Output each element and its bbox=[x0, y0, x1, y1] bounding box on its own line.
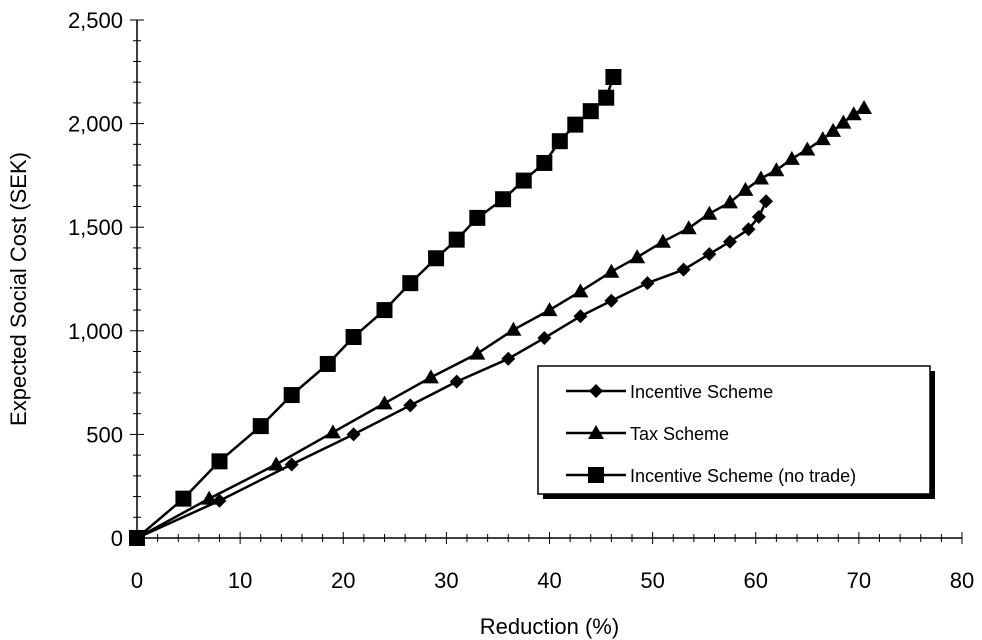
data-point bbox=[515, 172, 532, 189]
data-point bbox=[845, 106, 862, 121]
data-point bbox=[572, 283, 589, 298]
data-point bbox=[469, 209, 486, 226]
y-tick-label: 500 bbox=[86, 422, 123, 447]
y-axis-title: Expected Social Cost (SEK) bbox=[6, 152, 31, 426]
data-point bbox=[605, 68, 622, 85]
y-tick-label: 1,500 bbox=[68, 215, 123, 240]
data-point bbox=[283, 387, 300, 404]
x-tick-label: 20 bbox=[331, 568, 355, 593]
data-point bbox=[702, 247, 717, 262]
data-point bbox=[449, 374, 464, 389]
data-point bbox=[551, 133, 568, 150]
data-point bbox=[422, 369, 439, 384]
data-point bbox=[201, 490, 218, 505]
series-layer bbox=[129, 68, 873, 546]
data-point bbox=[680, 220, 697, 235]
x-axis-title: Reduction (%) bbox=[480, 614, 619, 639]
data-point bbox=[402, 275, 419, 292]
data-point bbox=[324, 424, 341, 439]
data-point bbox=[825, 122, 842, 137]
y-tick-label: 2,000 bbox=[68, 112, 123, 137]
data-point bbox=[403, 398, 418, 413]
data-point bbox=[346, 427, 361, 442]
data-point bbox=[428, 250, 445, 267]
data-point bbox=[129, 530, 145, 546]
data-point bbox=[252, 418, 269, 435]
legend-label: Incentive Scheme (no trade) bbox=[630, 466, 856, 486]
legend-marker bbox=[589, 384, 603, 398]
axes: 0 10 20 30 40 50 60 70 80 0 500 1,000 1,500 2,000 2,50… bbox=[68, 8, 974, 593]
data-point bbox=[629, 249, 646, 264]
x-tick-label: 50 bbox=[640, 568, 664, 593]
data-point bbox=[505, 321, 522, 336]
y-tick-label: 0 bbox=[111, 526, 123, 551]
data-point bbox=[722, 234, 737, 249]
data-point bbox=[469, 345, 486, 360]
data-point bbox=[856, 100, 873, 115]
data-point bbox=[536, 154, 553, 171]
data-point bbox=[211, 453, 228, 470]
data-point bbox=[737, 181, 754, 196]
data-point bbox=[495, 191, 512, 208]
x-tick-label: 70 bbox=[847, 568, 871, 593]
data-point bbox=[537, 331, 552, 346]
legend-marker bbox=[588, 467, 604, 483]
data-point bbox=[319, 355, 336, 372]
data-point bbox=[603, 263, 620, 278]
legend: Incentive Scheme Tax Scheme Incentive Sche… bbox=[537, 365, 935, 499]
data-point bbox=[268, 456, 285, 471]
y-tick-label: 1,000 bbox=[68, 319, 123, 344]
data-point bbox=[759, 194, 774, 209]
data-point bbox=[448, 231, 465, 248]
series-triangle bbox=[129, 100, 873, 544]
data-point bbox=[721, 194, 738, 209]
data-point bbox=[752, 170, 769, 185]
x-tick-label: 80 bbox=[950, 568, 974, 593]
data-point bbox=[567, 116, 584, 133]
data-point bbox=[376, 302, 393, 319]
data-point bbox=[582, 103, 599, 120]
data-point bbox=[676, 262, 691, 277]
data-point bbox=[768, 162, 785, 177]
data-point bbox=[814, 131, 831, 146]
data-point bbox=[604, 293, 619, 308]
legend-label: Incentive Scheme bbox=[630, 382, 773, 402]
data-point bbox=[654, 233, 671, 248]
y-tick-label: 2,500 bbox=[68, 8, 123, 33]
data-point bbox=[541, 302, 558, 317]
data-point bbox=[835, 114, 852, 129]
data-point bbox=[284, 457, 299, 472]
x-tick-label: 0 bbox=[131, 568, 143, 593]
series-square bbox=[129, 68, 622, 546]
data-point bbox=[345, 329, 362, 346]
data-point bbox=[175, 490, 192, 507]
data-point bbox=[640, 276, 655, 291]
legend-marker bbox=[588, 425, 604, 439]
x-tick-label: 10 bbox=[228, 568, 252, 593]
data-point bbox=[701, 205, 718, 220]
data-point bbox=[376, 395, 393, 410]
data-point bbox=[799, 141, 816, 156]
data-point bbox=[741, 222, 756, 237]
data-point bbox=[598, 89, 615, 106]
x-tick-label: 30 bbox=[434, 568, 458, 593]
x-tick-label: 60 bbox=[744, 568, 768, 593]
legend-label: Tax Scheme bbox=[630, 424, 729, 444]
data-point bbox=[501, 351, 516, 366]
data-point bbox=[783, 150, 800, 165]
data-point bbox=[751, 209, 766, 224]
x-tick-label: 40 bbox=[537, 568, 561, 593]
data-point bbox=[573, 309, 588, 324]
